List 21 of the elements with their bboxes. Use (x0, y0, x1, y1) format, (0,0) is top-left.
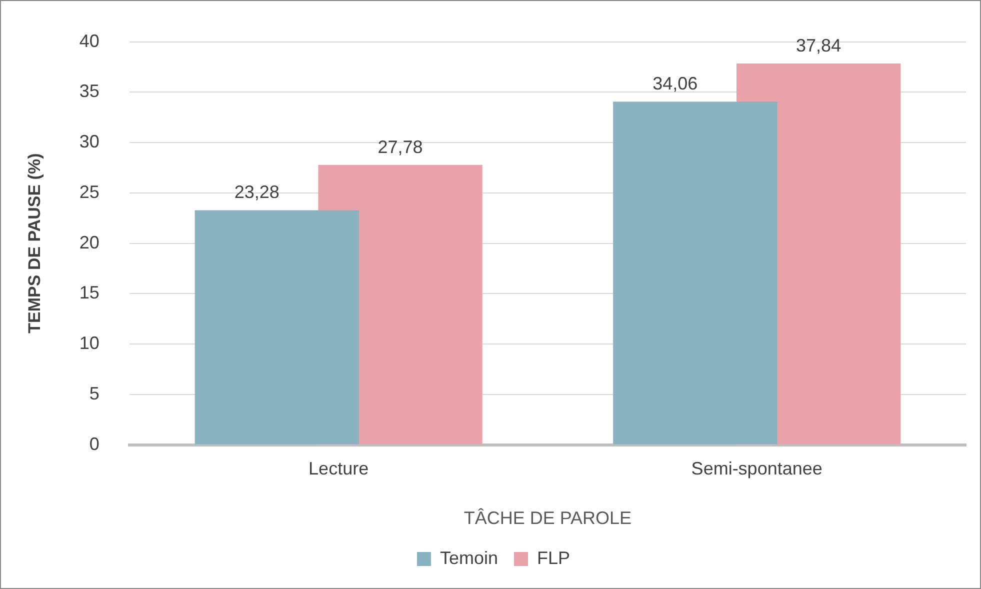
bar (613, 102, 778, 444)
y-tick-label: 5 (89, 383, 100, 404)
y-tick-label: 20 (79, 232, 100, 252)
x-axis-title: TÂCHE DE PAROLE (464, 508, 632, 528)
bar (194, 210, 359, 444)
x-tick-label: Semi-spontanee (691, 458, 822, 479)
legend-label: FLP (537, 548, 570, 568)
data-label: 27,78 (378, 136, 423, 157)
data-label: 37,84 (796, 36, 842, 56)
data-label: 34,06 (652, 74, 698, 94)
y-tick-label: 15 (79, 282, 100, 303)
x-tick-label: Lecture (308, 458, 369, 479)
y-tick-label: 40 (79, 30, 100, 51)
y-tick-label: 35 (79, 81, 100, 102)
y-tick-label: 0 (89, 434, 100, 454)
y-axis-title: TEMPS DE PAUSE (%) (24, 153, 44, 334)
y-tick-label: 25 (79, 182, 100, 202)
y-tick-label: 10 (79, 333, 100, 354)
y-tick-label: 30 (79, 132, 100, 152)
legend-label: Temoin (440, 548, 498, 568)
data-label: 23,28 (234, 182, 280, 202)
